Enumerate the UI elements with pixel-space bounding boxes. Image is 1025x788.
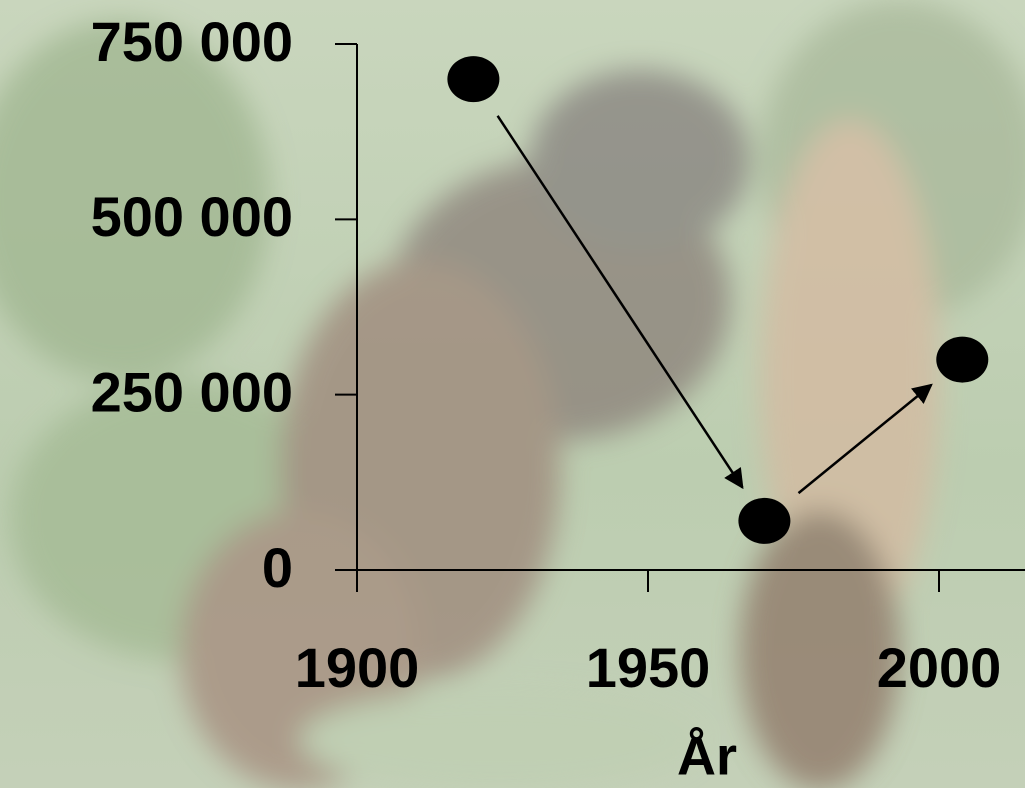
- y-tick-label: 500 000: [91, 185, 293, 248]
- x-axis-title: År: [677, 726, 737, 786]
- data-point: [936, 336, 989, 383]
- y-tick-label: 750 000: [91, 10, 293, 73]
- x-tick-label: 1950: [586, 636, 711, 699]
- data-point: [447, 56, 500, 103]
- y-tick-label: 0: [262, 536, 293, 599]
- trend-arrow: [496, 115, 744, 490]
- y-tick-label: 250 000: [91, 360, 293, 423]
- x-tick-label: 2000: [877, 636, 1002, 699]
- x-tick-label: 1900: [295, 636, 420, 699]
- trend-arrow: [797, 383, 933, 495]
- data-point: [738, 497, 791, 544]
